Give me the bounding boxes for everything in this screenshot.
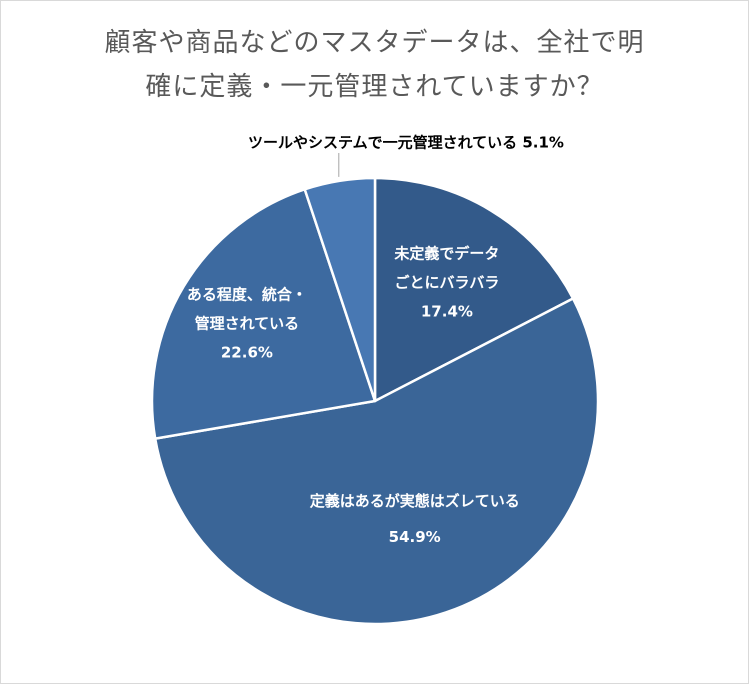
slice-2-category-label: 定義はあるが実態はズレている: [310, 492, 520, 510]
pie-slice-3: [150, 188, 377, 440]
pie-slice-4: [303, 176, 377, 403]
slice-1-category-label: ごとにバラバラ: [394, 273, 499, 291]
slice-3-category-label: ある程度、統合・: [187, 286, 307, 304]
pie-slice-2: [153, 297, 600, 626]
chart-title: 顧客や商品などのマスタデータは、全社で明 確に定義・一元管理されていますか？: [1, 21, 748, 109]
slice-3-value-label: 22.6%: [221, 344, 273, 362]
chart-title-line-1: 顧客や商品などのマスタデータは、全社で明: [104, 28, 645, 58]
slice-4-label: ツールやシステムで一元管理されている 5.1%: [248, 134, 564, 152]
slice-1-category-label: 未定義でデータ: [393, 244, 499, 262]
slice-2-value-label: 54.9%: [389, 528, 441, 546]
slice-3-category-label: 管理されている: [195, 315, 300, 333]
pie-slice-1: [373, 176, 575, 403]
chart-title-line-2: 確に定義・一元管理されていますか？: [145, 72, 604, 102]
slice-1-value-label: 17.4%: [421, 302, 473, 320]
